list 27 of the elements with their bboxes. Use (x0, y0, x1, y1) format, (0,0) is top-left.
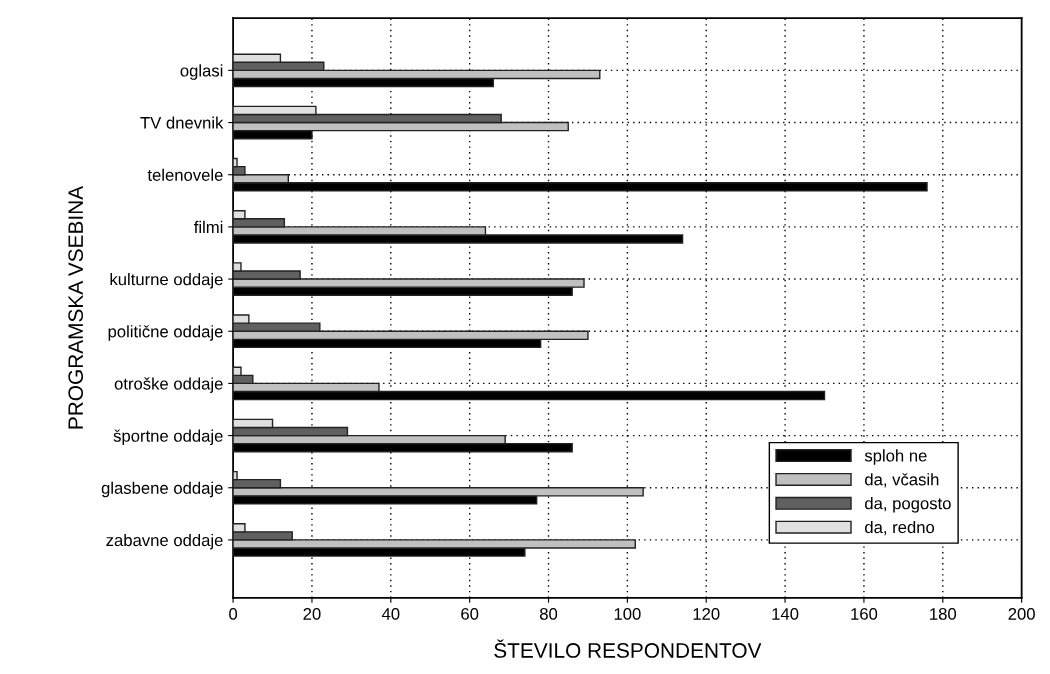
legend-label: da, pogosto (865, 497, 951, 513)
x-tick-label: 40 (381, 608, 400, 620)
x-tick-label: 100 (614, 608, 641, 620)
y-tick-label: telenovele (147, 168, 223, 181)
x-tick-label: 60 (461, 608, 479, 620)
x-tick-label: 20 (303, 608, 321, 620)
x-tick-label: 0 (229, 608, 238, 620)
x-tick-label: 160 (851, 608, 878, 620)
x-tick-label: 200 (1008, 608, 1035, 620)
legend-label: sploh ne (864, 449, 927, 465)
x-tick-label: 140 (772, 608, 799, 620)
y-tick-label: filmi (193, 220, 223, 233)
y-tick-label: TV dnevnik (140, 116, 224, 129)
x-tick-label: 120 (693, 608, 720, 620)
y-tick-label: oglasi (180, 64, 223, 80)
y-axis-title: PROGRAMSKA VSEBINA (68, 185, 84, 429)
y-tick-label: kulturne oddaje (110, 273, 223, 289)
x-tick-label: 80 (539, 608, 558, 620)
y-tick-label: zabavne oddaje (106, 533, 223, 550)
legend-label: da, redno (865, 520, 935, 536)
legend-label: da, včasih (865, 473, 939, 488)
y-tick-label: politične oddaje (108, 325, 223, 341)
y-tick-label: otroške oddaje (114, 377, 223, 393)
y-tick-label: glasbene oddaje (101, 481, 223, 498)
x-tick-label: 180 (930, 608, 957, 620)
y-tick-label: športne oddaje (113, 429, 223, 446)
x-axis-title: ŠTEVILO RESPONDENTOV (494, 639, 762, 658)
